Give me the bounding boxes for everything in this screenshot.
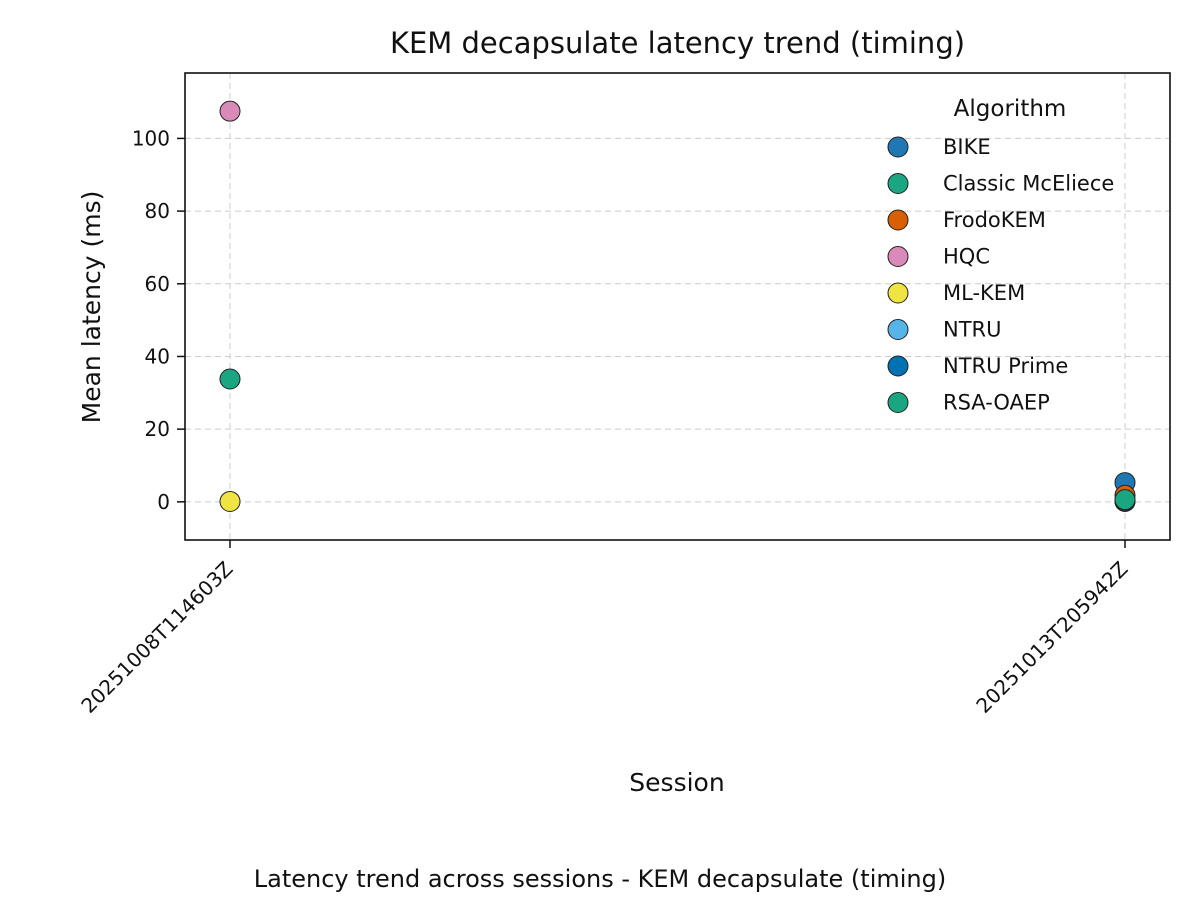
x-axis-ticks: 20251008T114603Z 20251013T205942Z [76,540,1133,718]
y-axis-label: Mean latency (ms) [77,191,106,424]
legend-label: HQC [943,245,990,269]
x-tick-label: 20251013T205942Z [971,557,1132,718]
legend-label: NTRU Prime [943,354,1068,378]
legend-marker [887,136,909,158]
legend-marker [887,355,909,377]
legend-marker [887,319,909,340]
y-tick-label: 100 [132,126,170,150]
legend-label: ML-KEM [943,281,1025,305]
legend-label: Classic McEliece [943,172,1114,196]
y-tick-label: 80 [145,199,170,223]
legend-marker [887,209,909,231]
legend-marker [887,246,909,267]
legend-label: FrodoKEM [943,208,1046,232]
legend-marker [887,173,909,194]
grid-lines [185,73,1170,540]
legend-label: NTRU [943,318,1002,342]
legend-label: RSA-OAEP [943,391,1050,415]
chart-title: KEM decapsulate latency trend (timing) [389,26,966,60]
y-tick-label: 0 [157,490,170,514]
x-tick-label: 20251008T114603Z [76,557,237,718]
legend-label: BIKE [943,135,991,159]
data-point [219,100,241,122]
plot-area [184,72,1171,541]
figure-caption: Latency trend across sessions - KEM deca… [253,865,947,893]
legend-title: Algorithm [954,96,1067,122]
legend: Algorithm BIKE Classic McEliece FrodoKEM HQC… [887,96,1114,415]
legend-marker [887,392,909,413]
legend-marker [887,282,909,304]
y-tick-label: 40 [145,344,170,368]
data-point [1114,489,1136,511]
data-points [219,100,1136,512]
x-axis-label: Session [629,768,724,797]
y-tick-label: 20 [145,417,170,441]
data-point [219,490,241,512]
data-point [219,368,241,390]
y-tick-label: 60 [145,272,170,296]
y-axis-ticks: 0 20 40 60 80 100 [132,126,185,514]
